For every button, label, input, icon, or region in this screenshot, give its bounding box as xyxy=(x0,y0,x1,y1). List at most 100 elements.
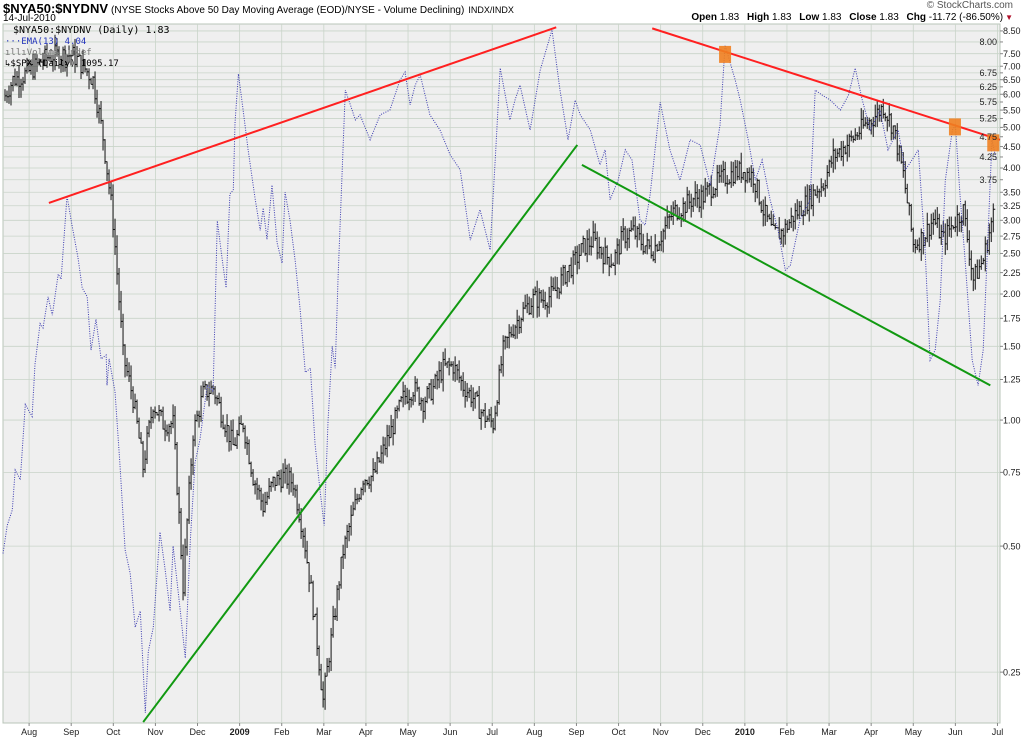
plot-area xyxy=(2,23,1001,724)
dotted-line-icon: ··· xyxy=(5,37,22,47)
x-tick-label: 2009 xyxy=(230,727,250,737)
highlight-marker xyxy=(719,45,732,63)
close-value: 1.83 xyxy=(879,12,899,23)
x-tick-label: Aug xyxy=(526,727,542,737)
chart-date: 14-Jul-2010 xyxy=(3,13,56,24)
y-tick-label: 3.50 xyxy=(1003,187,1021,197)
x-tick-label: Mar xyxy=(821,727,837,737)
chg-label: Chg xyxy=(906,12,926,23)
y-tick-label: 7.00 xyxy=(1003,61,1021,71)
chg-value: -11.72 (-86.50%) xyxy=(928,12,1004,23)
ohlc-bars-icon: ↳ xyxy=(5,59,11,69)
x-tick-label: Jun xyxy=(948,727,963,737)
x-tick-label: Apr xyxy=(864,727,878,737)
down-triangle-icon: ▼ xyxy=(1005,13,1013,22)
y-tick-label: 6.75 xyxy=(979,68,997,78)
x-tick-label: Aug xyxy=(21,727,37,737)
y-tick-label: 0.50 xyxy=(1003,541,1021,551)
legend-spx-label: $SPX (Daily) 1095.17 xyxy=(10,59,119,69)
y-tick-label: 8.00 xyxy=(979,37,997,47)
y-tick-label: 4.25 xyxy=(979,152,997,162)
y-tick-label: 3.00 xyxy=(1003,215,1021,225)
markers xyxy=(719,45,1000,152)
x-tick-label: Dec xyxy=(190,727,207,737)
ohlc-readout: Open 1.83 High 1.83 Low 1.83 Close 1.83 … xyxy=(686,12,1013,23)
x-tick-label: Apr xyxy=(359,727,373,737)
open-label: Open xyxy=(691,12,717,23)
y-axis: 8.50 8.00 7.50 7.00 6.75 6.50 6.25 6.00 5.75 5.50… xyxy=(979,26,1020,677)
resistance-line-2008-2009 xyxy=(48,26,557,204)
chart-symbol: $NYA50:$NYDNV xyxy=(3,1,109,16)
x-tick-label: Feb xyxy=(274,727,290,737)
legend-main: $NYA50:$NYDNV (Daily) 1.83 xyxy=(13,25,170,36)
legend-volume: ıllıVolume undef xyxy=(5,48,170,59)
x-tick-label: Jul xyxy=(992,727,1004,737)
ema-series xyxy=(2,29,997,713)
legend-volume-label: Volume undef xyxy=(26,48,92,58)
x-tick-label: Nov xyxy=(147,727,164,737)
x-tick-label: Oct xyxy=(106,727,121,737)
y-tick-label: 4.00 xyxy=(1003,163,1021,173)
high-label: High xyxy=(747,12,770,23)
y-tick-label: 2.25 xyxy=(1003,268,1021,278)
close-label: Close xyxy=(849,12,877,23)
support-line-2009-2010 xyxy=(581,163,991,387)
trendlines xyxy=(48,26,1001,723)
y-tick-label: 3.75 xyxy=(979,175,997,185)
y-tick-label: 8.50 xyxy=(1003,26,1021,36)
y-tick-label: 6.25 xyxy=(979,82,997,92)
y-tick-label: 1.00 xyxy=(1003,415,1021,425)
legend-spx: ↳$SPX (Daily) 1095.17 xyxy=(5,59,170,70)
y-tick-label: 1.50 xyxy=(1003,342,1021,352)
y-tick-label: 2.75 xyxy=(1003,231,1021,241)
x-tick-label: Jun xyxy=(443,727,458,737)
spx-series xyxy=(4,34,996,710)
x-tick-label: Nov xyxy=(653,727,670,737)
x-tick-label: Sep xyxy=(63,727,79,737)
y-tick-label: 5.75 xyxy=(979,97,997,107)
y-tick-label: 5.50 xyxy=(1003,105,1021,115)
low-label: Low xyxy=(799,12,820,23)
x-axis: Aug Sep Oct Nov Dec 2009 Feb Mar Apr May Jun Jul Aug… xyxy=(21,723,1003,737)
y-tick-label: 2.50 xyxy=(1003,249,1021,259)
highlight-marker xyxy=(948,118,961,136)
legend-ema-label: EMA(13) 4.04 xyxy=(21,37,87,47)
low-value: 1.83 xyxy=(822,12,842,23)
volume-bars-icon: ıllı xyxy=(5,48,27,58)
y-tick-label: 0.75 xyxy=(1003,468,1021,478)
legend-ema: ···EMA(13) 4.04 xyxy=(5,37,170,48)
x-tick-label: Sep xyxy=(568,727,584,737)
y-tick-label: 3.25 xyxy=(1003,201,1021,211)
exchange-label: INDX/INDX xyxy=(468,5,514,15)
y-tick-label: 2.00 xyxy=(1003,289,1021,299)
y-tick-label: 6.50 xyxy=(1003,75,1021,85)
y-tick-label: 0.25 xyxy=(1003,667,1021,677)
highlight-marker xyxy=(987,134,1000,152)
x-tick-label: Mar xyxy=(316,727,332,737)
y-tick-label: 6.00 xyxy=(1003,89,1021,99)
y-tick-label: 7.50 xyxy=(1003,49,1021,59)
y-tick-label: 5.25 xyxy=(979,114,997,124)
x-tick-label: May xyxy=(905,727,923,737)
resistance-line-2009-2010 xyxy=(651,27,1001,141)
x-tick-label: 2010 xyxy=(735,727,755,737)
high-value: 1.83 xyxy=(772,12,792,23)
open-value: 1.83 xyxy=(719,12,740,23)
y-tick-label: 4.50 xyxy=(1003,142,1021,152)
support-line-2008-2009 xyxy=(142,144,579,723)
chart-legend: $NYA50:$NYDNV (Daily) 1.83 ···EMA(13) 4.… xyxy=(5,25,170,70)
ema-line xyxy=(2,29,997,713)
copyright-link[interactable]: © StockCharts.com xyxy=(926,0,1013,11)
x-tick-label: May xyxy=(400,727,418,737)
x-tick-label: Feb xyxy=(779,727,795,737)
x-tick-label: Dec xyxy=(695,727,712,737)
y-tick-label: 4.75 xyxy=(979,132,997,142)
chart-description: (NYSE Stocks Above 50 Day Moving Average… xyxy=(111,5,465,16)
y-tick-label: 5.00 xyxy=(1003,123,1021,133)
chart-header: $NYA50:$NYDNV (NYSE Stocks Above 50 Day M… xyxy=(3,0,514,18)
y-tick-label: 1.75 xyxy=(1003,314,1021,324)
x-tick-label: Jul xyxy=(486,727,498,737)
y-tick-label: 1.25 xyxy=(1003,375,1021,385)
x-tick-label: Oct xyxy=(612,727,627,737)
